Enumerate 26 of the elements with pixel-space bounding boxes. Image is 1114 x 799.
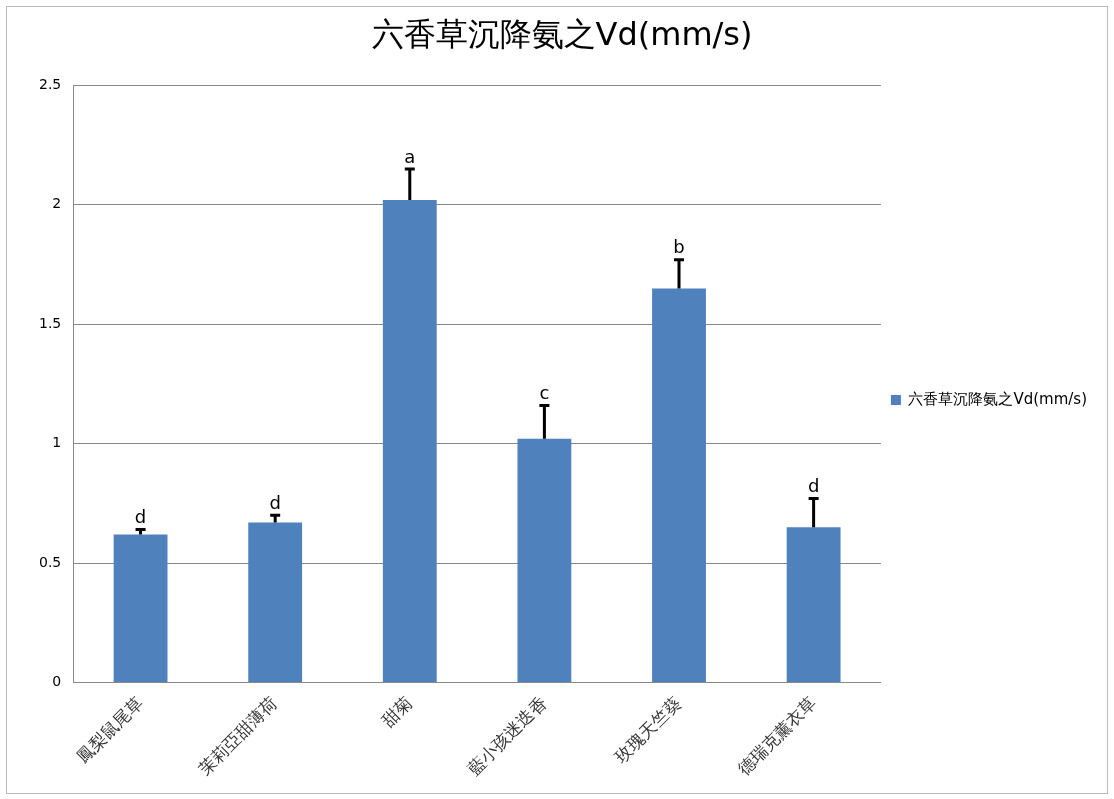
y-tick-label: 1.5: [39, 314, 62, 331]
x-tick-label: 玫瑰天竺葵: [610, 692, 685, 767]
bar: [248, 522, 303, 682]
bar: [113, 534, 168, 682]
annotation: d: [134, 506, 147, 528]
y-tick-label: 2.5: [39, 76, 62, 93]
annotation: b: [673, 236, 685, 258]
legend-label: 六香草沉降氨之Vd(mm/s): [908, 389, 1088, 408]
bar: [517, 438, 572, 682]
bar: [652, 288, 706, 682]
bar: [382, 200, 437, 682]
bar: [786, 527, 841, 682]
x-tick-label: 德瑞克薰衣草: [733, 692, 820, 779]
y-tick-label: 0.5: [39, 553, 62, 570]
x-tick-label: 藍小孩迷迭香: [464, 692, 551, 779]
x-tick-label: 鳳梨鼠尾草: [72, 692, 147, 767]
annotation: d: [807, 475, 820, 497]
x-tick-label: 甜菊: [377, 692, 416, 731]
x-tick-label: 茉莉亞甜薄荷: [194, 692, 282, 779]
y-tick-label: 2: [52, 195, 62, 212]
annotation: d: [269, 491, 281, 513]
annotation: c: [539, 382, 550, 404]
y-tick-label: 0: [52, 673, 62, 690]
annotation: a: [404, 145, 416, 167]
y-tick-label: 1: [52, 434, 62, 451]
chart-title: 六香草沉降氨之Vd(mm/s): [371, 14, 753, 53]
